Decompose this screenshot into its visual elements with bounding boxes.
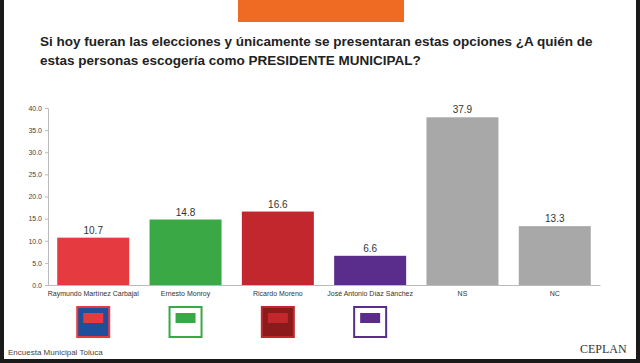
y-tick-label: 25.0 <box>28 171 42 178</box>
data-label: 13.3 <box>545 213 565 224</box>
y-tick-mark <box>45 263 48 264</box>
y-tick-label: 35.0 <box>28 127 42 134</box>
x-tick-label: José Antonio Díaz Sánchez <box>327 290 413 297</box>
party-logo-fill <box>268 313 288 323</box>
data-label: 10.7 <box>83 225 103 236</box>
y-tick: 15.0 <box>28 215 48 222</box>
bar <box>57 238 129 285</box>
x-tick-label: NS <box>458 290 468 297</box>
y-tick-label: 20.0 <box>28 193 42 200</box>
y-tick-label: 5.0 <box>32 260 42 267</box>
y-tick-mark <box>45 197 48 198</box>
y-tick: 20.0 <box>28 193 48 200</box>
x-tick: NC <box>550 285 560 297</box>
x-tick-label: Raymundo Martínez Carbajal <box>48 290 139 298</box>
y-tick: 0.0 <box>32 282 48 289</box>
title: Si hoy fueran las elecciones y únicament… <box>40 34 593 68</box>
party-logo-frame <box>262 307 294 337</box>
x-tick: Ricardo Moreno <box>253 285 303 297</box>
y-tick-label: 30.0 <box>28 149 42 156</box>
x-tick: Ernesto Monroy <box>161 285 211 298</box>
footer-right: CEPLAN <box>580 342 627 356</box>
x-tick-label: Ernesto Monroy <box>161 290 211 298</box>
bar <box>242 212 314 285</box>
bar <box>519 226 591 285</box>
y-tick: 5.0 <box>32 260 48 267</box>
y-tick: 30.0 <box>28 149 48 156</box>
party-logo <box>170 307 202 337</box>
y-tick-mark <box>45 285 48 286</box>
y-tick-mark <box>45 108 48 109</box>
data-label: 16.6 <box>268 199 288 210</box>
bar <box>150 220 222 285</box>
y-axis-line <box>45 109 49 286</box>
y-tick: 40.0 <box>28 105 48 112</box>
party-logo-fill <box>360 313 380 323</box>
x-tick: Raymundo Martínez Carbajal <box>48 285 139 298</box>
data-labels: 10.7 14.8 16.6 6.6 37.9 13.3 <box>83 104 564 254</box>
y-tick-label: 40.0 <box>28 105 42 112</box>
party-logo <box>262 307 294 337</box>
bars <box>57 117 591 285</box>
y-tick: 35.0 <box>28 127 48 134</box>
y-axis: 0.0 5.0 10.0 15.0 20.0 25.0 30.0 35.0 40.0 <box>28 105 48 289</box>
bar <box>334 256 406 285</box>
chart: Si hoy fueran las elecciones y únicament… <box>0 0 640 363</box>
party-logo <box>77 307 109 337</box>
slide <box>4 0 636 359</box>
party-logo-fill <box>176 313 196 323</box>
footer-left: Encuesta Municipal Toluca <box>8 348 103 357</box>
y-tick: 10.0 <box>28 237 48 244</box>
party-logo-frame <box>354 307 386 337</box>
party-logo-frame <box>77 307 109 337</box>
y-tick-mark <box>45 219 48 220</box>
y-tick-mark <box>45 241 48 242</box>
y-tick-mark <box>45 152 48 153</box>
data-label: 37.9 <box>453 104 473 115</box>
data-label: 14.8 <box>176 207 196 218</box>
party-logo-fill <box>83 313 103 323</box>
y-tick-mark <box>45 130 48 131</box>
y-tick: 25.0 <box>28 171 48 178</box>
plot: 0.0 5.0 10.0 15.0 20.0 25.0 30.0 35.0 40.0 Raymun… <box>28 104 600 298</box>
y-tick-label: 15.0 <box>28 215 42 222</box>
x-axis: Raymundo Martínez Carbajal Ernesto Monroy… <box>48 285 601 298</box>
y-tick-label: 10.0 <box>28 237 42 244</box>
x-tick: NS <box>458 285 468 297</box>
data-label: 6.6 <box>363 243 377 254</box>
bar <box>426 117 498 285</box>
x-tick-label: NC <box>550 290 560 297</box>
party-logo-frame <box>170 307 202 337</box>
header-band <box>238 0 404 22</box>
x-tick-label: Ricardo Moreno <box>253 290 303 297</box>
x-tick: José Antonio Díaz Sánchez <box>327 285 413 297</box>
x-axis-line <box>49 285 601 286</box>
y-tick-mark <box>45 174 48 175</box>
party-logo <box>354 307 386 337</box>
y-tick-label: 0.0 <box>32 282 42 289</box>
